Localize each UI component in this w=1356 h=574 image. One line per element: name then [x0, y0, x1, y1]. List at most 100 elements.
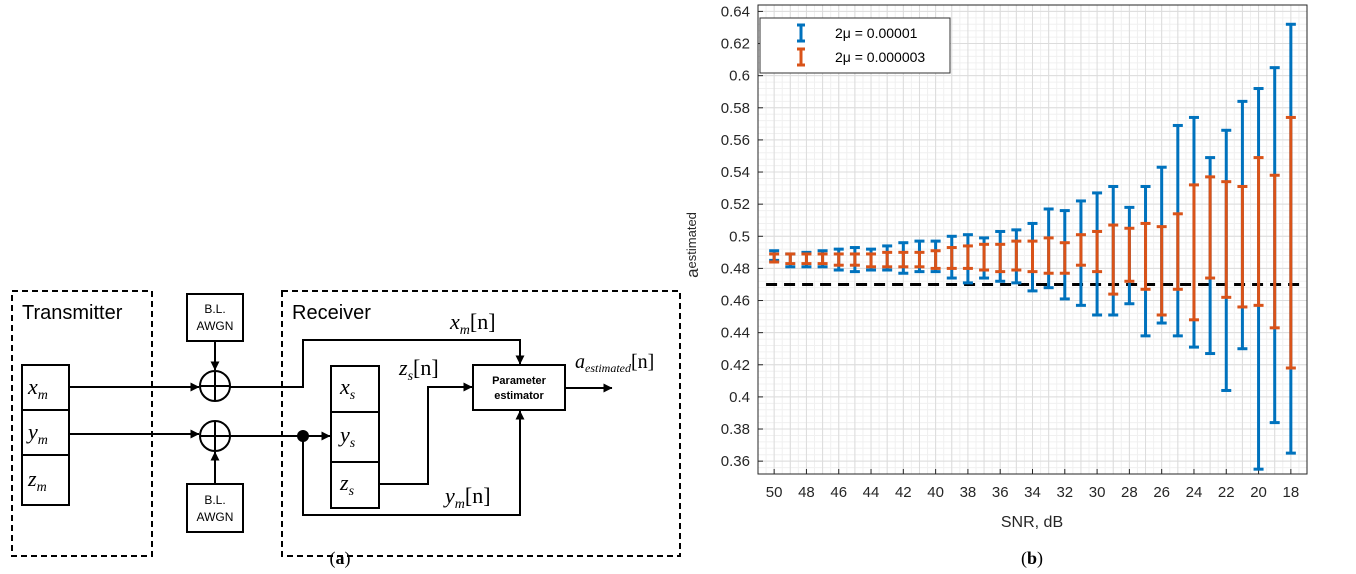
receiver-box: [281, 290, 681, 557]
rx-cell-z: [330, 461, 380, 509]
y-tick-label: 0.64: [721, 3, 750, 20]
y-tick-label: 0.52: [721, 196, 750, 213]
errorbar: [946, 246, 957, 270]
errorbar: [866, 252, 877, 269]
series-2-errorbars: [769, 115, 1296, 370]
errorbar: [1253, 156, 1264, 307]
y-tick-label: 0.44: [721, 325, 750, 342]
x-tick-label: 40: [927, 484, 944, 501]
errorbar: [962, 244, 973, 270]
y-axis-title: aestimated: [683, 212, 702, 278]
estimator-box: [472, 364, 566, 411]
errorbar: [1092, 229, 1103, 274]
y-tick-label: 0.62: [721, 36, 750, 53]
y-tick-label: 0.54: [721, 164, 750, 181]
y-tick-label: 0.6: [729, 68, 750, 85]
tx-x-label: xm: [27, 374, 48, 403]
errorbar: [1075, 233, 1086, 267]
panel-b-caption: (b): [1021, 548, 1043, 569]
errorbar: [1285, 115, 1296, 370]
errorbar: [849, 252, 860, 267]
rx-y-label: ys: [338, 422, 356, 451]
tx-z-label: zm: [27, 466, 47, 495]
block-diagram: [11, 290, 681, 557]
signal-output-label: aestimated[n]: [575, 351, 654, 375]
errorbar: [833, 252, 844, 267]
noise-bottom-line2: AWGN: [197, 510, 234, 524]
x-tick-label: 26: [1153, 484, 1170, 501]
y-tick-label: 0.38: [721, 421, 750, 438]
y-tick-label: 0.56: [721, 132, 750, 149]
errorbar: [1237, 184, 1248, 309]
errorbar: [1269, 173, 1280, 330]
errorbar: [882, 250, 893, 269]
errorbar: [1108, 223, 1119, 296]
x-tick-label: 46: [830, 484, 847, 501]
legend-symbol-series-1: [797, 23, 805, 43]
signal-zs-label: zs[n]: [398, 355, 439, 384]
legend-label-series-2: 2μ = 0.000003: [835, 49, 925, 65]
estimator-line1: Parameter: [492, 375, 547, 387]
x-tick-label: 30: [1089, 484, 1106, 501]
x-tick-label: 38: [960, 484, 977, 501]
errorbar-chart: 50 48 46 44 42 40 38 36 34 32 30 28 26 24 22 20 18 0.36 0.…: [721, 3, 1308, 501]
x-tick-label: 28: [1121, 484, 1138, 501]
x-tick-label: 42: [895, 484, 912, 501]
noise-top-line1: B.L.: [204, 302, 225, 316]
tx-y-label: ym: [26, 419, 48, 448]
errorbar: [979, 242, 990, 272]
errorbar: [801, 252, 812, 266]
y-tick-label: 0.46: [721, 293, 750, 310]
major-grid: [757, 5, 1308, 474]
y-tick-label: 0.36: [721, 453, 750, 470]
noise-bottom-line1: B.L.: [204, 493, 225, 507]
x-tick-label: 32: [1056, 484, 1073, 501]
legend-label-series-1: 2μ = 0.00001: [835, 25, 918, 41]
errorbar: [1027, 239, 1038, 274]
errorbar: [1221, 180, 1232, 299]
transmitter-title: Transmitter: [22, 302, 123, 324]
wire-ym-to-estimator: [302, 410, 525, 516]
signal-xm-label: xm[n]: [449, 309, 496, 338]
x-tick-label: 34: [1024, 484, 1041, 501]
errorbar: [914, 250, 925, 269]
errorbar: [785, 252, 796, 266]
legend-symbol-series-2: [797, 47, 805, 67]
signal-ym-label: ym[n]: [443, 483, 491, 512]
x-tick-label: 20: [1250, 484, 1267, 501]
wire-xm-to-estimator: [230, 339, 525, 388]
errorbar: [1059, 241, 1070, 275]
wire-zs-to-estimator: [379, 382, 473, 485]
tx-cell-z: [21, 454, 70, 506]
noise-box-bottom: [186, 483, 244, 533]
svg-text:aestimated: aestimated: [683, 212, 702, 278]
errorbar: [898, 250, 909, 269]
y-tick-label: 0.42: [721, 357, 750, 374]
transmitter-box: [11, 290, 153, 557]
receiver-title: Receiver: [292, 302, 371, 324]
x-tick-label: 50: [766, 484, 783, 501]
legend-box: [759, 17, 951, 74]
errorbar: [1156, 225, 1167, 317]
y-tick-label: 0.5: [729, 228, 750, 245]
errorbar: [817, 252, 828, 266]
errorbar: [1140, 221, 1151, 291]
errorbar: [1188, 183, 1199, 322]
errorbar: [930, 249, 941, 270]
y-tick-label: 0.58: [721, 100, 750, 117]
y-tick-label: 0.48: [721, 260, 750, 277]
rx-x-label: xs: [339, 374, 356, 403]
x-tick-label: 18: [1283, 484, 1300, 501]
estimator-line2: estimator: [494, 390, 544, 402]
panel-a-caption: (a): [330, 548, 351, 569]
x-axis-title: SNR, dB: [1001, 514, 1063, 531]
chart-legend: 2μ = 0.00001 2μ = 0.000003: [759, 17, 951, 74]
errorbar: [1172, 212, 1183, 291]
x-tick-label: 36: [992, 484, 1009, 501]
x-tick-label: 22: [1218, 484, 1235, 501]
x-tick-label: 44: [863, 484, 880, 501]
y-tick-label: 0.4: [729, 389, 750, 406]
errorbar: [1124, 226, 1135, 283]
noise-top-line2: AWGN: [197, 319, 234, 333]
